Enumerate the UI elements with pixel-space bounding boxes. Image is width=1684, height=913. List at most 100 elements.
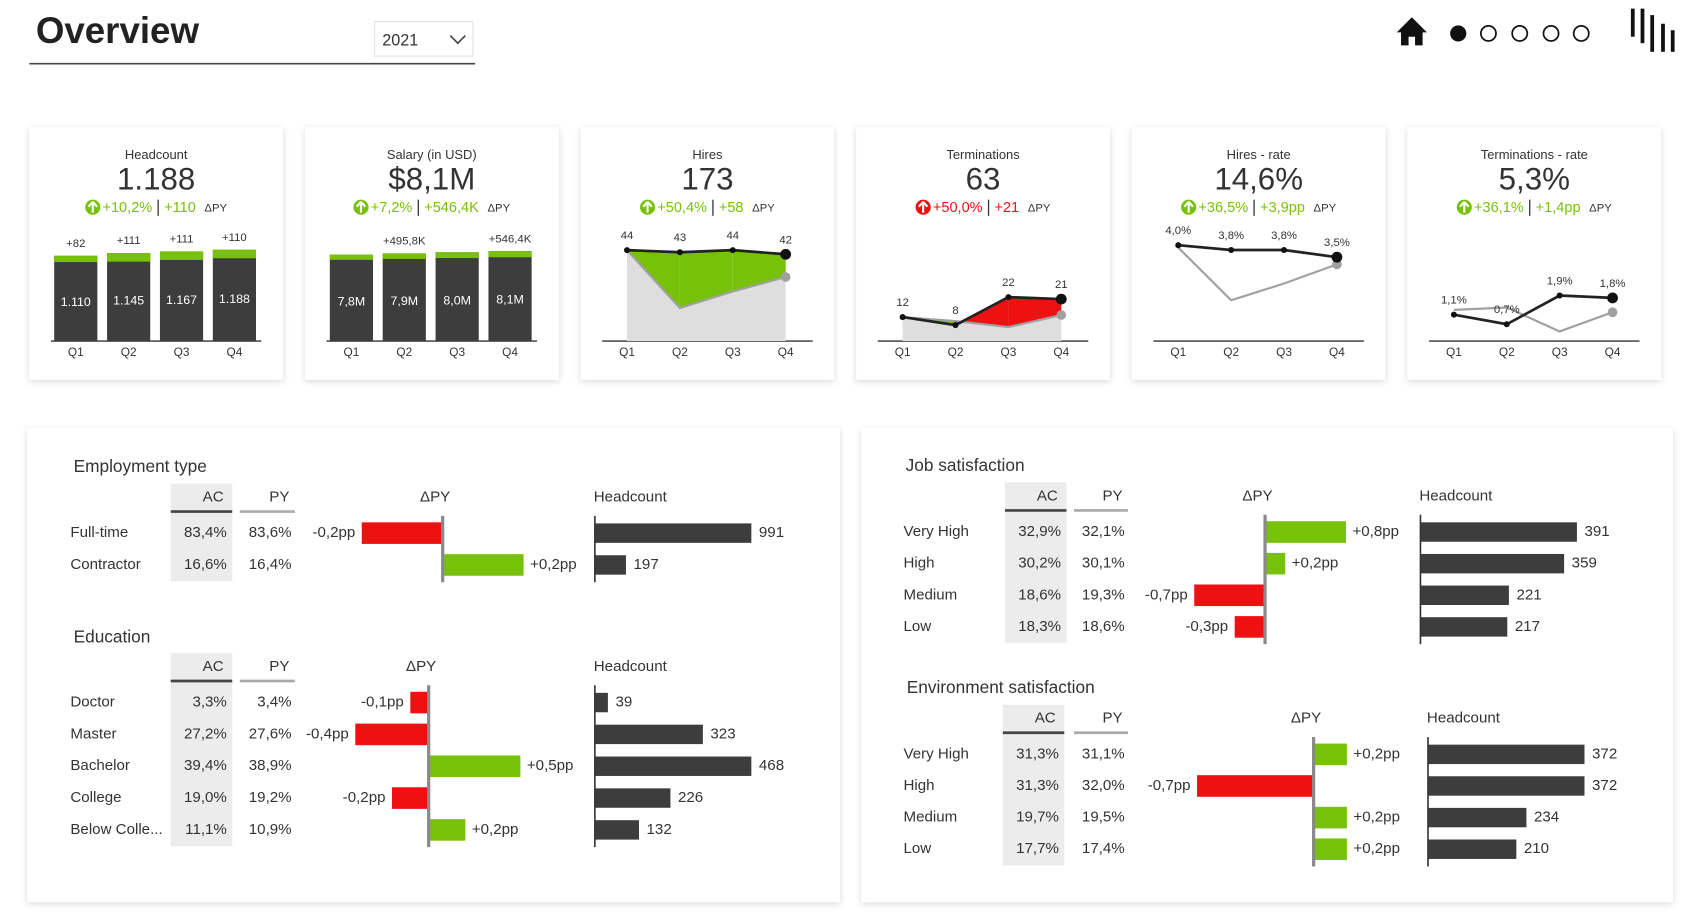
ac-point [780, 248, 792, 260]
py-last-point [780, 272, 791, 282]
ac-line [1178, 243, 1338, 259]
ac-point [1331, 251, 1343, 263]
ac-value: 3,3% [192, 694, 226, 711]
dropdown-chevron[interactable] [449, 35, 466, 45]
bar-delta [329, 254, 373, 260]
logo-bar [1630, 8, 1635, 37]
point-label: 42 [779, 234, 792, 246]
headcount-label: 991 [759, 524, 784, 541]
page-dot[interactable] [1572, 25, 1590, 42]
point-label: 21 [1055, 279, 1068, 291]
bar-ac [329, 254, 373, 342]
kpi-trend-arrow [1459, 201, 1470, 213]
headcount-bar [1420, 522, 1577, 542]
point-label: 43 [674, 232, 687, 244]
point-label: 22 [1002, 277, 1015, 289]
dropdown-value[interactable]: 2021 [382, 31, 418, 49]
page-dot[interactable] [1511, 25, 1529, 42]
point-label: 4,0% [1165, 225, 1191, 237]
kpi-value: 63 [966, 162, 1001, 197]
ac-value: 17,7% [1016, 840, 1059, 857]
x-tick-label: Q4 [1329, 345, 1345, 359]
ac-point [1175, 242, 1182, 249]
ac-value: 11,1% [185, 821, 227, 838]
headcount-bar [1428, 807, 1527, 828]
page-dot[interactable] [1480, 25, 1497, 42]
row-label: Doctor [70, 694, 114, 711]
column-header: AC [203, 488, 224, 505]
point-label: 1,1% [1441, 295, 1467, 307]
kpi-change-label: ΔPY [1028, 202, 1051, 214]
delta-label: -0,3pp [1185, 618, 1228, 635]
kpi-change-abs: +1,4pp [1536, 200, 1581, 216]
bar-ac [212, 249, 256, 342]
delta-label: +0,2pp [530, 556, 577, 573]
delta-bar [1265, 552, 1286, 575]
ac-line [1453, 294, 1613, 326]
section-title: Job satisfaction [906, 455, 1025, 475]
py-value: 19,3% [1082, 586, 1125, 603]
kpi-change-abs: +110 [164, 200, 196, 216]
delta-bar [1265, 521, 1346, 543]
delta-label: +0,2pp [1353, 745, 1400, 762]
column-header: ΔPY [420, 488, 450, 505]
headcount-bar [1420, 553, 1565, 574]
kpi-change-abs: +3,9pp [1260, 200, 1305, 216]
page-dot[interactable] [1542, 25, 1560, 42]
py-value: 18,6% [1082, 618, 1125, 635]
bar-value-label: 7,9M [390, 294, 418, 308]
x-tick-label: Q3 [174, 345, 190, 359]
py-value: 10,9% [249, 821, 292, 838]
bar-value-label: 1.188 [219, 292, 250, 306]
kpi-trend-arrow [355, 201, 367, 213]
home-icon[interactable] [1396, 17, 1427, 46]
py-area [627, 250, 786, 342]
column-header: PY [1102, 710, 1122, 727]
kpi-change-pct: +50,0% [933, 200, 983, 216]
page-dot-active[interactable] [1450, 25, 1467, 42]
delta-label: -0,7pp [1145, 586, 1188, 603]
column-header: AC [1035, 710, 1056, 727]
ac-value: 31,3% [1016, 745, 1059, 762]
delta-label: +0,2pp [1353, 840, 1400, 857]
bar-ac [107, 253, 151, 342]
kpi-change-abs: +21 [994, 200, 1019, 216]
x-tick-label: Q4 [226, 345, 242, 359]
x-tick-label: Q1 [619, 345, 635, 359]
x-tick-label: Q3 [1276, 345, 1292, 359]
kpi-change-abs: +546,4K [424, 200, 479, 216]
point-label: 3,5% [1324, 237, 1350, 249]
kpi-trend-arrow [1183, 201, 1194, 213]
column-header: ΔPY [1291, 710, 1321, 727]
bar-delta [488, 251, 532, 258]
kpi-change-label: ΔPY [204, 202, 227, 214]
dropdown-box[interactable] [374, 21, 474, 57]
bar-value-label: 8,0M [443, 293, 471, 307]
kpi-change-abs: +58 [719, 200, 744, 216]
variance-area [732, 250, 786, 292]
kpi-value: 1.188 [117, 162, 195, 197]
x-tick-label: Q2 [672, 345, 688, 359]
year-dropdown[interactable]: 2021 [374, 21, 474, 57]
py-value: 38,9% [249, 757, 292, 774]
bar-delta-label: +111 [117, 235, 141, 247]
x-tick-label: Q3 [449, 345, 465, 359]
bar-ac [382, 253, 426, 342]
headcount-bar [1428, 839, 1517, 859]
variance-area [1008, 297, 1062, 328]
kpi-title: Terminations - rate [1481, 147, 1588, 162]
kpi-change-pct: +36,5% [1198, 200, 1248, 216]
headcount-label: 391 [1584, 523, 1609, 540]
kpi-card [1407, 127, 1662, 380]
delta-bar [1194, 584, 1266, 607]
point-label: 44 [726, 230, 739, 242]
bar-value-label: 7,8M [338, 294, 366, 308]
py-line [1453, 306, 1613, 333]
x-tick-label: Q4 [1605, 345, 1621, 359]
kpi-card [1131, 127, 1386, 380]
ac-line [902, 295, 1062, 327]
ac-value: 18,6% [1018, 586, 1061, 603]
bar-delta [159, 251, 204, 260]
